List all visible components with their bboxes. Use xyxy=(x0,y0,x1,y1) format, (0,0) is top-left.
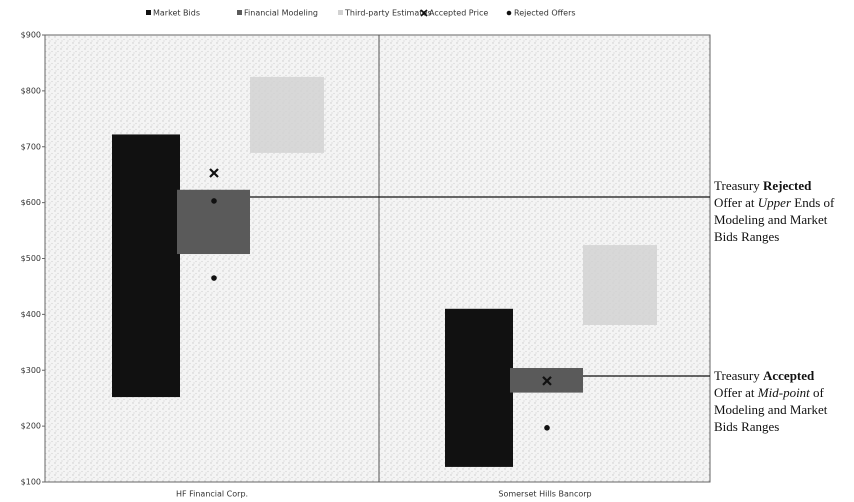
legend-swatch xyxy=(506,10,512,16)
annotation-line: Bids Ranges xyxy=(714,419,779,434)
annotation-text: Bids Ranges xyxy=(714,229,779,244)
y-tick-label: $800 xyxy=(21,86,41,95)
range-bar xyxy=(250,76,324,153)
annotation-line: Bids Ranges xyxy=(714,229,779,244)
annotation-line: Modeling and Market xyxy=(714,212,828,227)
annotation-text: Treasury xyxy=(714,368,763,383)
y-tick-label: $500 xyxy=(21,254,41,263)
rejected-offer xyxy=(544,425,550,431)
legend-swatch xyxy=(146,10,151,15)
annotation-text: Offer at xyxy=(714,385,758,400)
annotation-text: Bids Ranges xyxy=(714,419,779,434)
y-tick-label: $300 xyxy=(21,366,41,375)
annotation-line: Modeling and Market xyxy=(714,402,828,417)
y-tick-label: $200 xyxy=(21,422,41,431)
legend-label: Accepted Price xyxy=(429,9,488,18)
legend-label: Financial Modeling xyxy=(244,9,318,18)
annotation-text: Modeling and Market xyxy=(714,212,828,227)
y-tick-label: $400 xyxy=(21,310,41,319)
y-tick-label: $100 xyxy=(21,478,41,487)
annotation-text: Rejected xyxy=(763,178,812,193)
annotation-text: Mid-point xyxy=(757,385,810,400)
annotation-line: Treasury Rejected xyxy=(714,178,812,193)
annotation-text: Treasury xyxy=(714,178,763,193)
cross-mark xyxy=(542,376,552,386)
y-tick-label: $900 xyxy=(21,31,41,40)
legend-label: Third-party Estimates xyxy=(344,9,431,18)
x-tick-label: Somerset Hills Bancorp xyxy=(498,490,591,499)
annotation-text: Offer at xyxy=(714,195,758,210)
annotation-text: Modeling and Market xyxy=(714,402,828,417)
legend-swatch xyxy=(237,10,242,15)
annotation-text: Ends of xyxy=(791,195,835,210)
accepted-price xyxy=(542,376,552,386)
legend-label: Market Bids xyxy=(153,9,200,18)
legend-swatch xyxy=(338,10,343,15)
annotation-text: Accepted xyxy=(763,368,815,383)
range-bar xyxy=(112,134,180,398)
range-bar xyxy=(445,308,513,467)
annotation-line: Offer at Mid-point of xyxy=(714,385,825,400)
y-tick-label: $600 xyxy=(21,198,41,207)
legend-swatch xyxy=(420,9,428,17)
x-tick-label: HF Financial Corp. xyxy=(176,490,248,499)
legend-label: Rejected Offers xyxy=(514,9,576,18)
y-tick-label: $700 xyxy=(21,142,41,151)
annotation-text: Upper xyxy=(758,195,792,210)
cross-mark xyxy=(209,168,219,178)
rejected-offer xyxy=(211,275,217,281)
rejected-offer xyxy=(211,198,217,204)
annotation-text: of xyxy=(810,385,825,400)
accepted-price xyxy=(209,168,219,178)
range-bar xyxy=(583,245,657,325)
annotation-line: Offer at Upper Ends of xyxy=(714,195,835,210)
annotation-line: Treasury Accepted xyxy=(714,368,815,383)
